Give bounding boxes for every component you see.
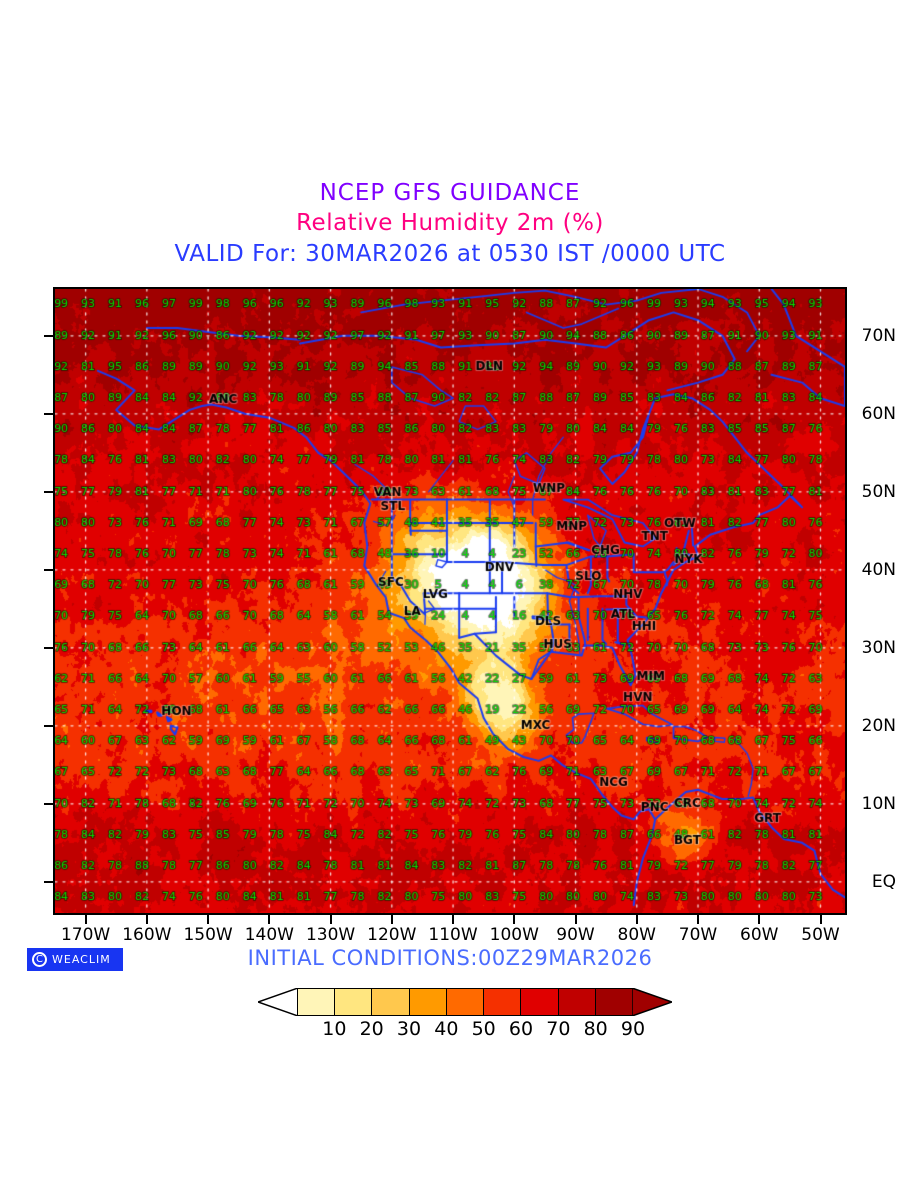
colorbar-tick: 70 [546,1018,571,1040]
x-axis-label: 50W [801,925,840,945]
y-axis-label: EQ [871,871,896,892]
colorbar [258,988,672,1016]
colorbar-band [297,988,335,1016]
y-axis-tick [44,490,53,493]
colorbar-tick: 10 [322,1018,347,1040]
colorbar-band [483,988,521,1016]
weaclim-label: WEACLIM [52,953,111,966]
copyright-icon: C [32,952,47,967]
x-axis-tick [635,915,638,924]
colorbar-band [445,988,484,1016]
x-axis-tick [329,915,332,924]
colorbar-band [371,988,409,1016]
colorbar-band [520,988,558,1016]
x-axis-label: 90W [556,925,595,945]
colorbar-tick: 60 [508,1018,534,1040]
colorbar-band [408,988,446,1016]
x-axis-label: 160W [122,925,172,945]
colorbar-high-arrow [632,988,672,1016]
y-axis-tick [44,646,53,649]
x-axis-tick [819,915,822,924]
x-axis-label: 100W [489,925,539,945]
x-axis-tick [697,915,700,924]
y-axis-tick [44,334,53,337]
colorbar-tick-labels: 10 20 30 40 50 60 70 80 90 [258,1018,672,1042]
colorbar-tick: 20 [359,1018,384,1040]
x-axis-label: 140W [244,925,294,945]
x-axis-label: 70W [678,925,718,945]
colorbar-tick: 40 [434,1018,459,1040]
y-axis-tick [44,568,53,571]
chart-title-variable: Relative Humidity 2m (%) [296,210,604,236]
x-axis-label: 130W [305,925,356,945]
colorbar-tick: 50 [471,1018,496,1040]
y-axis-label: 60N [861,403,896,424]
weather-map-plot[interactable] [53,287,847,915]
y-axis-tick [44,412,53,415]
x-axis-tick [145,915,148,924]
x-axis-label: 150W [183,925,233,945]
x-axis-tick [84,915,87,924]
x-axis-tick [513,915,516,924]
colorbar-tick: 30 [396,1018,422,1040]
chart-title-valid-time: VALID For: 30MAR2026 at 0530 IST /0000 U… [174,241,726,267]
x-axis-label: 170W [60,925,111,945]
y-axis-label: 50N [861,481,896,502]
y-axis-label: 10N [861,793,896,814]
chart-title-block: NCEP GFS GUIDANCE Relative Humidity 2m (… [0,178,900,270]
y-axis-label: 20N [861,715,896,736]
map-overlay-canvas [55,289,845,913]
x-axis-label: 110W [428,925,478,945]
x-axis-tick [758,915,761,924]
colorbar-band [334,988,372,1016]
y-axis-label: 30N [861,637,896,658]
y-axis-label: 40N [861,559,896,580]
colorbar-bands [297,988,633,1016]
weaclim-watermark: C WEACLIM [27,948,123,971]
y-axis-tick [44,802,53,805]
x-axis-tick [574,915,577,924]
y-axis-tick [44,880,53,883]
colorbar-tick: 90 [620,1018,646,1040]
colorbar-tick: 80 [583,1018,608,1040]
colorbar-low-arrow [258,988,298,1016]
colorbar-band [594,988,633,1016]
x-axis-label: 80W [617,925,657,945]
x-axis-tick [207,915,210,924]
x-axis-tick [390,915,393,924]
x-axis-tick [268,915,271,924]
initial-conditions-label: INITIAL CONDITIONS:00Z29MAR2026 [247,946,653,970]
chart-title-model: NCEP GFS GUIDANCE [319,180,581,206]
x-axis-tick [452,915,455,924]
colorbar-band [557,988,595,1016]
x-axis-label: 60W [740,925,779,945]
x-axis-label: 120W [367,925,417,945]
y-axis-label: 70N [861,325,896,346]
y-axis-tick [44,724,53,727]
